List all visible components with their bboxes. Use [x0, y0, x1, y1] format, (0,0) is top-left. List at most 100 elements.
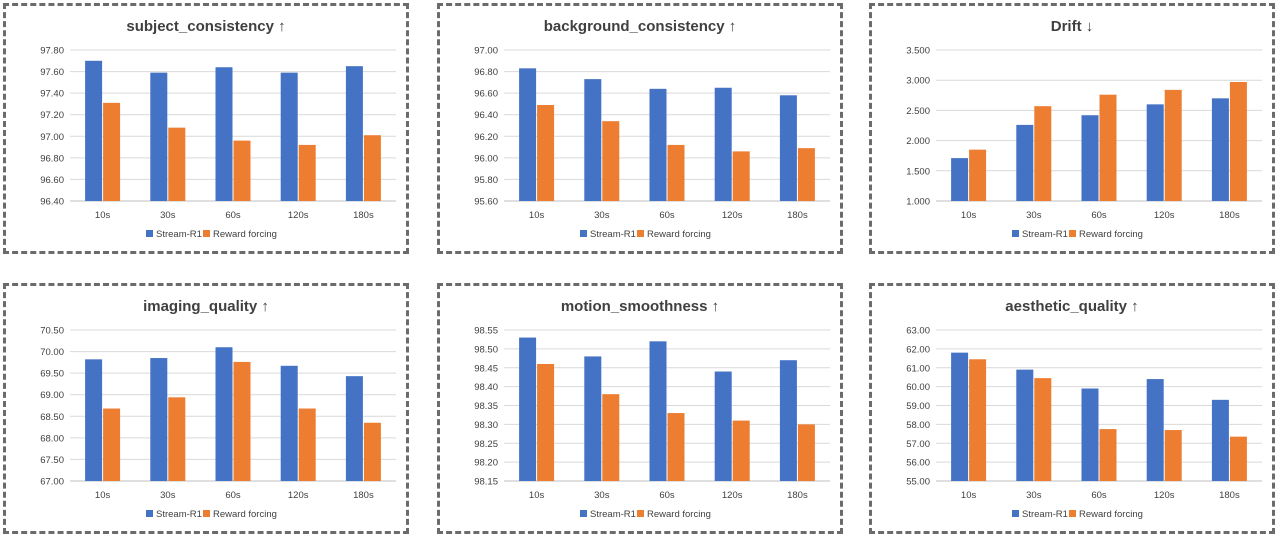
- chart-svg-drift: Drift ↓ 1.000 1.500 2.000 2.500 3.000 3.500 10s…: [906, 18, 1262, 240]
- bar-reward-forcing-30s: [168, 127, 186, 201]
- x-tick-label: 120s: [288, 210, 309, 221]
- x-tick-label: 60s: [225, 210, 241, 221]
- bar-reward-forcing-180s: [797, 424, 815, 481]
- legend-label: Stream-R1: [156, 229, 202, 240]
- chart-svg-background-consistency: background_consistency ↑ 95.60 95.80 96.00 9…: [474, 18, 830, 240]
- legend-label: Reward forcing: [213, 509, 277, 520]
- legend-swatch-reward-forcing: [1069, 230, 1076, 237]
- chart-panel-motion-smoothness: motion_smoothness ↑ 98.15 98.20 98.25 98.30 9…: [437, 283, 843, 534]
- bar-stream-r1-30s: [150, 358, 168, 481]
- x-tick-label: 180s: [353, 210, 374, 221]
- x-tick-label: 10s: [961, 490, 977, 501]
- bar-reward-forcing-120s: [1164, 430, 1182, 481]
- x-tick-label: 30s: [594, 210, 610, 221]
- legend-swatch-reward-forcing: [203, 510, 210, 517]
- y-tick-label: 98.20: [474, 458, 498, 469]
- y-tick-label: 97.40: [40, 89, 64, 100]
- x-tick-label: 10s: [95, 490, 111, 501]
- bar-reward-forcing-10s: [103, 408, 121, 481]
- bar-stream-r1-60s: [1081, 388, 1099, 481]
- y-tick-label: 96.60: [40, 175, 64, 186]
- bar-reward-forcing-30s: [602, 121, 620, 201]
- bar-stream-r1-10s: [951, 158, 969, 201]
- bar-stream-r1-120s: [714, 371, 732, 481]
- bar-reward-forcing-180s: [797, 148, 815, 201]
- legend-label: Reward forcing: [213, 229, 277, 240]
- bar-reward-forcing-60s: [233, 140, 251, 201]
- bar-stream-r1-180s: [779, 95, 797, 201]
- y-tick-label: 95.80: [474, 175, 498, 186]
- bar-reward-forcing-180s: [1229, 82, 1247, 201]
- y-tick-label: 68.50: [40, 412, 64, 423]
- y-tick-label: 57.00: [906, 439, 930, 450]
- bar-stream-r1-30s: [1016, 369, 1034, 481]
- bar-stream-r1-60s: [649, 341, 667, 481]
- x-tick-label: 60s: [659, 490, 675, 501]
- bar-reward-forcing-60s: [1099, 429, 1117, 481]
- bar-stream-r1-30s: [150, 72, 168, 202]
- bar-reward-forcing-10s: [537, 363, 555, 481]
- bar-reward-forcing-30s: [1034, 378, 1052, 481]
- y-tick-label: 96.80: [474, 67, 498, 78]
- bar-reward-forcing-60s: [233, 361, 251, 481]
- y-tick-label: 56.00: [906, 458, 930, 469]
- legend-swatch-reward-forcing: [1069, 510, 1076, 517]
- bar-stream-r1-60s: [215, 347, 233, 481]
- chart-panel-background-consistency: background_consistency ↑ 95.60 95.80 96.00 9…: [437, 3, 843, 254]
- bar-stream-r1-10s: [519, 337, 537, 481]
- bar-reward-forcing-10s: [537, 105, 555, 201]
- bar-stream-r1-60s: [215, 67, 233, 201]
- y-tick-label: 69.50: [40, 369, 64, 380]
- y-tick-label: 97.00: [40, 132, 64, 143]
- bar-stream-r1-60s: [649, 88, 667, 201]
- y-tick-label: 96.20: [474, 132, 498, 143]
- x-tick-label: 10s: [961, 210, 977, 221]
- bar-reward-forcing-180s: [363, 422, 381, 481]
- bar-reward-forcing-120s: [1164, 89, 1182, 201]
- chart-title: imaging_quality ↑: [143, 298, 269, 315]
- legend-swatch-stream-r1: [580, 230, 587, 237]
- y-tick-label: 98.55: [474, 326, 498, 337]
- bar-reward-forcing-30s: [168, 397, 186, 481]
- y-tick-label: 96.40: [474, 110, 498, 121]
- bar-reward-forcing-10s: [969, 149, 987, 201]
- bar-stream-r1-120s: [280, 72, 298, 202]
- x-tick-label: 120s: [288, 490, 309, 501]
- y-tick-label: 97.00: [474, 46, 498, 57]
- y-tick-label: 98.40: [474, 382, 498, 393]
- bar-reward-forcing-60s: [667, 413, 685, 481]
- y-tick-label: 55.00: [906, 477, 930, 488]
- x-tick-label: 30s: [160, 490, 176, 501]
- chart-title: Drift ↓: [1051, 18, 1094, 35]
- y-tick-label: 98.30: [474, 420, 498, 431]
- bar-stream-r1-120s: [1146, 104, 1164, 201]
- x-tick-label: 10s: [95, 210, 111, 221]
- chart-title: motion_smoothness ↑: [561, 298, 719, 315]
- chart-svg-motion-smoothness: motion_smoothness ↑ 98.15 98.20 98.25 98.30 9…: [474, 298, 830, 520]
- y-tick-label: 96.80: [40, 153, 64, 164]
- x-tick-label: 60s: [225, 490, 241, 501]
- bar-stream-r1-30s: [584, 79, 602, 201]
- legend-swatch-reward-forcing: [203, 230, 210, 237]
- x-tick-label: 60s: [1091, 490, 1107, 501]
- legend-label: Stream-R1: [590, 229, 636, 240]
- bar-stream-r1-10s: [951, 352, 969, 481]
- legend-swatch-stream-r1: [580, 510, 587, 517]
- bar-stream-r1-180s: [1211, 98, 1229, 201]
- y-tick-label: 95.60: [474, 197, 498, 208]
- bar-reward-forcing-180s: [1229, 436, 1247, 481]
- x-tick-label: 180s: [1219, 490, 1240, 501]
- x-tick-label: 60s: [659, 210, 675, 221]
- chart-panel-drift: Drift ↓ 1.000 1.500 2.000 2.500 3.000 3.500 10s…: [869, 3, 1275, 254]
- legend-swatch-reward-forcing: [637, 510, 644, 517]
- bar-stream-r1-10s: [85, 60, 103, 202]
- bar-reward-forcing-180s: [363, 135, 381, 201]
- x-tick-label: 180s: [787, 490, 808, 501]
- legend-label: Stream-R1: [1022, 229, 1068, 240]
- y-tick-label: 60.00: [906, 382, 930, 393]
- bar-reward-forcing-120s: [732, 420, 750, 481]
- x-tick-label: 180s: [1219, 210, 1240, 221]
- chart-svg-imaging-quality: imaging_quality ↑ 67.00 67.50 68.00 68.50 69.…: [40, 298, 396, 520]
- bar-stream-r1-10s: [519, 68, 537, 201]
- bar-stream-r1-30s: [584, 356, 602, 481]
